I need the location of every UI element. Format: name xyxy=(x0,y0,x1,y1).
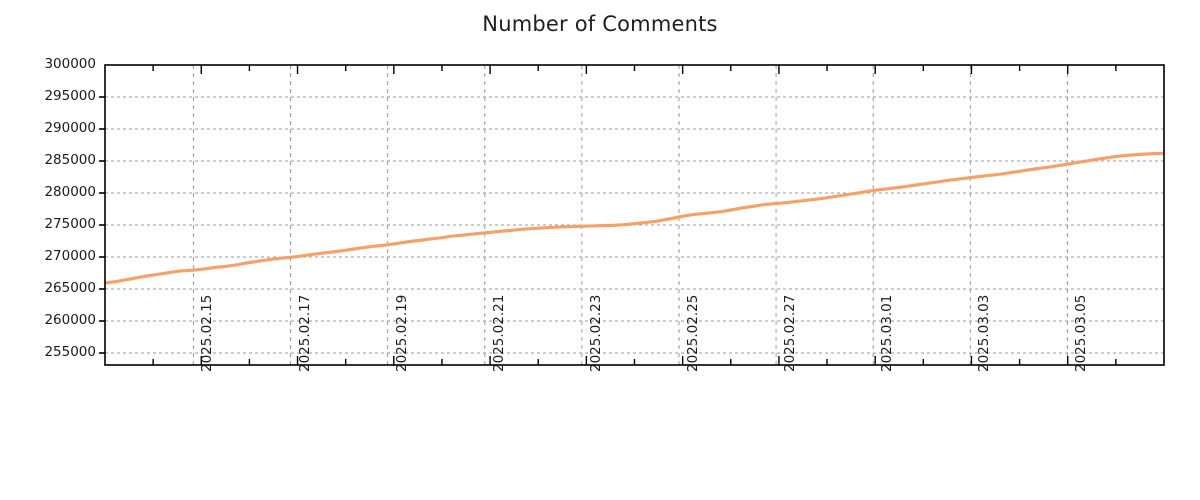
series-line-0 xyxy=(104,151,1165,285)
data-series-layer xyxy=(104,151,1165,285)
x-tick-label: 2025.02.27 xyxy=(782,294,799,372)
y-tick-label: 285000 xyxy=(44,152,96,168)
x-tick-label: 2025.02.23 xyxy=(587,294,604,372)
y-tick-label: 255000 xyxy=(44,344,96,360)
plot-frame xyxy=(104,64,1165,366)
x-tick-label: 2025.03.05 xyxy=(1073,294,1090,372)
axis-ticks xyxy=(99,65,1117,365)
x-tick-label: 2025.03.01 xyxy=(879,294,896,372)
y-tick-label: 300000 xyxy=(44,56,96,72)
x-tick-label: 2025.02.19 xyxy=(393,294,410,372)
y-tick-label: 260000 xyxy=(44,312,96,328)
y-tick-label: 270000 xyxy=(44,248,96,264)
grid-lines xyxy=(105,65,1164,365)
x-tick-label: 2025.02.17 xyxy=(296,294,313,372)
x-tick-label: 2025.02.15 xyxy=(199,294,216,372)
x-tick-label: 2025.02.21 xyxy=(490,294,507,372)
y-tick-label: 290000 xyxy=(44,120,96,136)
y-tick-label: 280000 xyxy=(44,184,96,200)
y-tick-label: 295000 xyxy=(44,88,96,104)
chart-title: Number of Comments xyxy=(482,12,718,36)
x-tick-label: 2025.02.25 xyxy=(684,294,701,372)
y-tick-label: 275000 xyxy=(44,216,96,232)
x-tick-label: 2025.03.03 xyxy=(976,294,993,372)
y-tick-label: 265000 xyxy=(44,280,96,296)
